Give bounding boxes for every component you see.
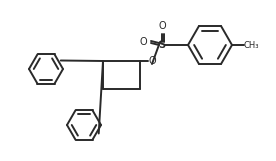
Text: O: O [148,56,156,66]
Text: O: O [139,37,147,47]
Text: S: S [158,40,166,50]
Text: O: O [158,21,166,31]
Text: CH₃: CH₃ [244,41,259,49]
